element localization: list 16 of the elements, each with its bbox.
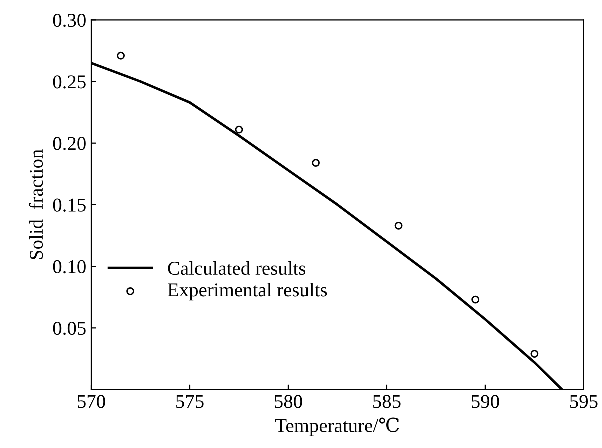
x-axis-title: Temperature/℃: [276, 418, 400, 436]
x-tick-label: 575: [176, 395, 204, 408]
legend-label: Experimental results: [168, 283, 328, 301]
x-tick-label: 595: [570, 395, 598, 408]
x-tick-label: 585: [374, 395, 401, 408]
x-tick-label: 580: [275, 395, 302, 408]
x-tick-label: 570: [78, 395, 106, 408]
legend-label: Calculated results: [168, 261, 306, 276]
y-tick-label: 0.30: [53, 14, 86, 28]
y-tick-label: 0.10: [53, 260, 86, 274]
y-tick-label: 0.15: [53, 198, 86, 212]
y-axis-title: Solid fraction: [29, 150, 44, 260]
y-tick-label: 0.05: [53, 322, 86, 336]
x-tick-label: 590: [472, 395, 500, 408]
y-tick-label: 0.20: [53, 137, 86, 150]
y-tick-label: 0.25: [53, 76, 86, 89]
